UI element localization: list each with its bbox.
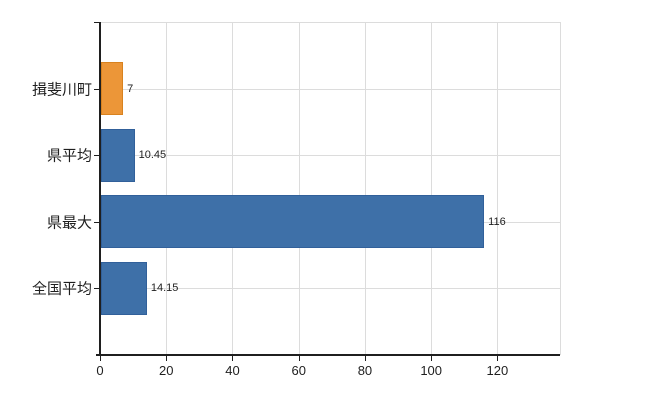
- x-tick-label: 40: [225, 363, 240, 378]
- x-tick: [232, 356, 234, 361]
- x-tick-label: 60: [291, 363, 306, 378]
- y-tick: [94, 155, 100, 157]
- x-tick: [431, 356, 433, 361]
- category-label: 全国平均: [31, 280, 92, 298]
- vertical-gridline: [497, 22, 499, 355]
- plot-top-border: [100, 22, 560, 23]
- vertical-gridline: [298, 22, 300, 355]
- horizontal-gridline: [100, 155, 560, 157]
- vertical-gridline: [232, 22, 234, 355]
- bar: [101, 62, 124, 116]
- y-tick: [94, 221, 100, 223]
- bar: [101, 195, 485, 249]
- vertical-gridline: [364, 22, 366, 355]
- x-axis: [96, 354, 560, 356]
- y-axis-top-tick: [94, 22, 100, 23]
- y-tick: [94, 88, 100, 90]
- vertical-gridline: [166, 22, 168, 355]
- x-tick: [100, 356, 101, 361]
- x-tick: [497, 356, 499, 361]
- category-label: 県最大: [46, 214, 92, 232]
- bar-value-label: 7: [127, 82, 134, 95]
- bar: [101, 261, 147, 315]
- bar-value-label: 116: [488, 215, 506, 228]
- x-tick: [364, 356, 366, 361]
- x-tick-label: 100: [420, 363, 443, 378]
- bar: [101, 128, 135, 182]
- y-axis: [99, 22, 101, 355]
- x-tick: [166, 356, 168, 361]
- x-tick-label: 20: [159, 363, 174, 378]
- x-tick-label: 80: [357, 363, 373, 378]
- horizontal-gridline: [100, 88, 560, 90]
- x-tick: [298, 356, 300, 361]
- vertical-gridline: [431, 22, 433, 355]
- bar-value-label: 10.45: [138, 149, 167, 162]
- vertical-gridline: [560, 22, 561, 355]
- y-tick: [94, 288, 100, 290]
- horizontal-gridline: [100, 288, 560, 290]
- category-label: 揖斐川町: [31, 81, 92, 99]
- bar-value-label: 14.15: [150, 282, 179, 295]
- category-label: 県平均: [46, 147, 92, 165]
- x-tick-label: 0: [96, 363, 104, 378]
- x-tick-label: 120: [486, 363, 509, 378]
